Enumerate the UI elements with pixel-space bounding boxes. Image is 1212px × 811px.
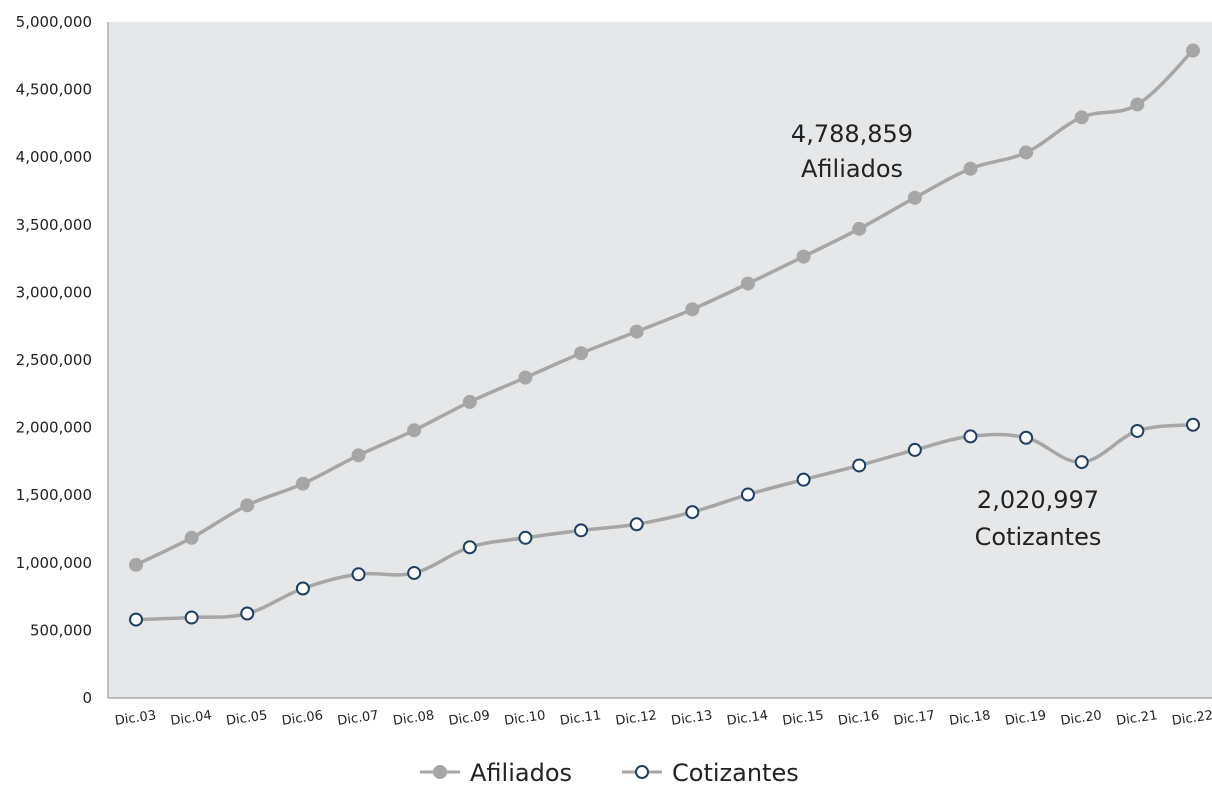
plot-area bbox=[108, 22, 1212, 698]
legend-item-afiliados: Afiliados bbox=[420, 759, 572, 787]
annotation-afiliados-value: 4,788,859 bbox=[791, 120, 913, 148]
y-tick-label: 3,000,000 bbox=[16, 283, 92, 301]
data-point-cotizantes bbox=[629, 517, 644, 532]
data-point-cotizantes bbox=[907, 442, 922, 457]
x-tick-label: Dic.15 bbox=[782, 708, 825, 729]
x-tick-label: Dic.06 bbox=[281, 708, 324, 729]
data-point-afiliados bbox=[574, 346, 589, 361]
x-tick-label: Dic.19 bbox=[1004, 708, 1047, 729]
legend-item-cotizantes: Cotizantes bbox=[622, 759, 799, 787]
y-axis-ticks: 0 500,000 1,000,000 1,500,000 2,000,000 2,500… bbox=[16, 13, 92, 707]
x-tick-label: Dic.14 bbox=[726, 708, 769, 729]
x-tick-label: Dic.08 bbox=[392, 708, 435, 729]
legend-cotizantes-label: Cotizantes bbox=[672, 759, 799, 787]
y-tick-label: 1,500,000 bbox=[16, 486, 92, 504]
x-tick-label: Dic.04 bbox=[170, 708, 213, 729]
x-tick-label: Dic.03 bbox=[114, 708, 157, 729]
x-tick-label: Dic.18 bbox=[948, 708, 991, 729]
x-tick-label: Dic.09 bbox=[448, 708, 491, 729]
data-point-afiliados bbox=[685, 302, 700, 317]
data-point-cotizantes bbox=[963, 429, 978, 444]
data-point-afiliados bbox=[852, 221, 867, 236]
data-point-afiliados bbox=[740, 276, 755, 291]
data-point-cotizantes bbox=[852, 458, 867, 473]
annotation-cotizantes-label: Cotizantes bbox=[975, 523, 1102, 551]
y-tick-label: 2,500,000 bbox=[16, 351, 92, 369]
x-axis-ticks: Dic.03 Dic.04 Dic.05 Dic.06 Dic.07 Dic.08 Dic.… bbox=[114, 708, 1212, 729]
data-point-cotizantes bbox=[1130, 423, 1145, 438]
legend: Afiliados Cotizantes bbox=[420, 759, 799, 787]
data-point-cotizantes bbox=[351, 567, 366, 582]
y-tick-label: 500,000 bbox=[30, 621, 92, 639]
data-point-cotizantes bbox=[1019, 430, 1034, 445]
y-tick-label: 1,000,000 bbox=[16, 554, 92, 572]
legend-afiliados-marker bbox=[433, 765, 447, 779]
x-tick-label: Dic.16 bbox=[837, 708, 880, 729]
annotation-afiliados-label: Afiliados bbox=[801, 155, 903, 183]
x-tick-label: Dic.11 bbox=[559, 708, 602, 729]
series-layer bbox=[129, 43, 1200, 627]
data-point-cotizantes bbox=[129, 612, 143, 627]
data-point-afiliados bbox=[907, 190, 922, 205]
y-tick-label: 4,500,000 bbox=[16, 81, 92, 99]
x-tick-label: Dic.21 bbox=[1115, 708, 1158, 729]
data-point-afiliados bbox=[351, 448, 366, 463]
data-point-cotizantes bbox=[1186, 417, 1200, 432]
x-tick-label: Dic.17 bbox=[893, 708, 936, 729]
x-tick-label: Dic.13 bbox=[670, 708, 713, 729]
data-point-cotizantes bbox=[462, 540, 477, 555]
data-point-afiliados bbox=[1074, 110, 1089, 125]
legend-afiliados-label: Afiliados bbox=[470, 759, 572, 787]
x-tick-label: Dic.12 bbox=[615, 708, 658, 729]
data-point-afiliados bbox=[629, 324, 644, 339]
data-point-cotizantes bbox=[685, 505, 700, 520]
y-tick-label: 4,000,000 bbox=[16, 148, 92, 166]
data-point-cotizantes bbox=[184, 610, 199, 625]
annotation-cotizantes-value: 2,020,997 bbox=[977, 486, 1099, 514]
data-point-afiliados bbox=[407, 423, 422, 438]
data-point-cotizantes bbox=[1074, 455, 1089, 470]
data-point-afiliados bbox=[462, 394, 477, 409]
data-point-afiliados bbox=[796, 249, 811, 264]
data-point-cotizantes bbox=[518, 530, 533, 545]
data-point-afiliados bbox=[1186, 43, 1200, 58]
x-tick-label: Dic.20 bbox=[1060, 708, 1103, 729]
data-point-cotizantes bbox=[740, 487, 755, 502]
data-point-cotizantes bbox=[295, 581, 310, 596]
data-point-afiliados bbox=[518, 370, 533, 385]
x-tick-label: Dic.07 bbox=[336, 708, 379, 729]
data-point-cotizantes bbox=[407, 565, 422, 580]
x-tick-label: Dic.10 bbox=[503, 708, 546, 729]
y-tick-label: 2,000,000 bbox=[16, 419, 92, 437]
data-point-cotizantes bbox=[240, 606, 255, 621]
data-point-afiliados bbox=[240, 498, 255, 513]
data-point-afiliados bbox=[963, 161, 978, 176]
data-point-afiliados bbox=[295, 476, 310, 491]
data-point-afiliados bbox=[129, 557, 143, 572]
y-tick-label: 3,500,000 bbox=[16, 216, 92, 234]
data-point-cotizantes bbox=[796, 472, 811, 487]
data-point-afiliados bbox=[184, 530, 199, 545]
data-point-afiliados bbox=[1019, 145, 1034, 160]
y-tick-label: 5,000,000 bbox=[16, 13, 92, 31]
data-point-cotizantes bbox=[574, 523, 589, 538]
data-point-afiliados bbox=[1130, 97, 1145, 112]
x-tick-label: Dic.05 bbox=[225, 708, 268, 729]
legend-cotizantes-marker bbox=[635, 765, 649, 779]
x-tick-label: Dic.22 bbox=[1171, 708, 1212, 729]
y-tick-label: 0 bbox=[82, 689, 92, 707]
